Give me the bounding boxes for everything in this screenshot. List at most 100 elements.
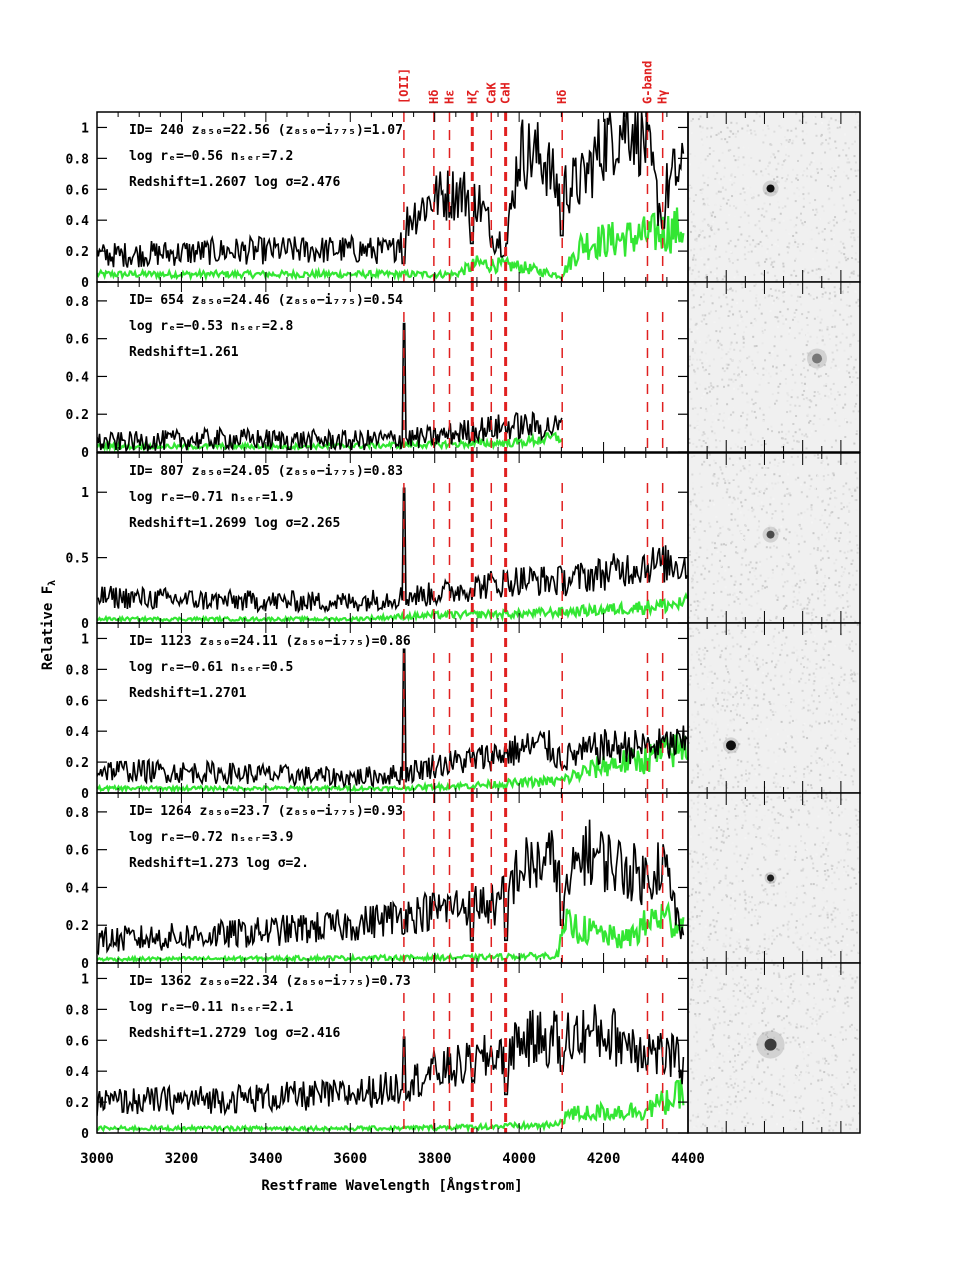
- line-label-5: CaH: [499, 82, 513, 104]
- galaxy-image-stamp: [688, 112, 860, 282]
- line-label-6: Hδ: [555, 90, 569, 104]
- galaxy-image-stamp: [688, 623, 860, 793]
- y-tick-label: 0.6: [66, 694, 90, 709]
- panel-annotation: Redshift=1.2701: [129, 686, 247, 701]
- x-tick-label: 3000: [80, 1151, 114, 1167]
- y-tick-label: 1: [81, 121, 89, 136]
- y-tick-label: 0.4: [66, 1065, 90, 1080]
- panel-annotation: Redshift=1.2699 log σ=2.265: [129, 516, 340, 531]
- panel-annotation: ID= 1264 z₈₅₀=23.7 (z₈₅₀−i₇₇₅)=0.93: [129, 804, 403, 819]
- panel-annotation: log rₑ=−0.61 nₛₑᵣ=0.5: [129, 660, 293, 675]
- y-tick-label: 0.8: [66, 806, 90, 821]
- y-axis-label-main: Relative F: [40, 586, 56, 670]
- panel-annotation: Redshift=1.273 log σ=2.: [129, 856, 309, 871]
- y-tick-label: 1: [81, 486, 89, 501]
- object-spectrum: [97, 819, 685, 956]
- y-tick-label: 0.4: [66, 370, 90, 385]
- line-label-4: CaK: [484, 82, 498, 104]
- panel-annotation: Redshift=1.261: [129, 345, 239, 360]
- x-tick-label: 3800: [418, 1151, 452, 1167]
- spectrum-panel-3: 0 0.5 1 ID= 807 z₈₅₀=24.05 (z₈₅₀−i₇₇₅)=0.83…: [66, 452, 861, 632]
- galaxy: [812, 353, 822, 364]
- noise-spectrum: [97, 207, 685, 282]
- y-tick-label: 0.2: [66, 756, 89, 771]
- y-tick-label: 0: [81, 787, 89, 802]
- noise-spectrum: [97, 733, 688, 793]
- x-tick-label: 4000: [502, 1151, 536, 1167]
- galaxy: [767, 874, 775, 882]
- object-spectrum: [97, 112, 685, 268]
- noise-spectrum: [97, 1079, 685, 1133]
- y-tick-label: 0.2: [66, 408, 89, 423]
- panel-annotation: log rₑ=−0.53 nₛₑᵣ=2.8: [129, 319, 294, 334]
- panel-annotation: ID= 807 z₈₅₀=24.05 (z₈₅₀−i₇₇₅)=0.83: [129, 464, 403, 479]
- line-label-3: Hζ: [465, 90, 479, 104]
- y-tick-label: 0.4: [66, 881, 90, 896]
- y-tick-label: 1: [81, 972, 89, 987]
- noise-spectrum: [97, 431, 563, 452]
- y-tick-label: 0: [81, 957, 89, 972]
- x-tick-label: 3600: [333, 1151, 367, 1167]
- y-tick-label: 0: [81, 617, 89, 632]
- spectrum-panel-2: 0 0.2 0.4 0.6 0.8 ID= 654 z₈₅₀=24.46 (z₈₅₀−i₇…: [66, 281, 861, 461]
- x-tick-label: 4200: [587, 1151, 621, 1167]
- y-tick-label: 0.6: [66, 1034, 90, 1049]
- x-axis: 3000 3200 3400 3600 3800 4000 4200 4400: [80, 1151, 705, 1167]
- line-label-1: Hδ: [427, 90, 441, 104]
- y-tick-label: 0.4: [66, 725, 90, 740]
- galaxy: [766, 530, 775, 539]
- panel-annotation: log rₑ=−0.71 nₛₑᵣ=1.9: [129, 490, 293, 505]
- panel-annotation: log rₑ=−0.11 nₛₑᵣ=2.1: [129, 1000, 294, 1015]
- y-tick-label: 1: [81, 632, 89, 647]
- y-axis-label-sub: λ: [47, 580, 58, 586]
- y-tick-label: 0.6: [66, 333, 90, 348]
- noise-spectrum: [97, 591, 688, 623]
- panel-annotation: ID= 240 z₈₅₀=22.56 (z₈₅₀−i₇₇₅)=1.07: [129, 123, 403, 138]
- x-axis-label: Restframe Wavelength [Ångstrom]: [261, 1177, 522, 1194]
- galaxy: [764, 1038, 777, 1051]
- y-tick-label: 0.2: [66, 1096, 89, 1111]
- y-tick-label: 0.2: [66, 245, 89, 260]
- y-tick-label: 0.4: [66, 214, 90, 229]
- y-tick-label: 0: [81, 446, 89, 461]
- spectrum-panels: 0 0.2 0.4 0.6 0.8 1 ID= 240 z₈₅₀=22.56 (z₈₅₀−i…: [66, 111, 861, 1142]
- panel-annotation: Redshift=1.2607 log σ=2.476: [129, 175, 340, 190]
- spectral-line-labels: [OII] Hδ Hε Hζ CaK CaH Hδ G-band Hγ: [397, 61, 670, 104]
- y-tick-label: 0.6: [66, 183, 90, 198]
- y-tick-label: 0.8: [66, 295, 90, 310]
- y-tick-label: 0.8: [66, 152, 90, 167]
- line-label-0: [OII]: [397, 68, 411, 104]
- panel-annotation: ID= 1123 z₈₅₀=24.11 (z₈₅₀−i₇₇₅)=0.86: [129, 634, 411, 649]
- spectrum-panel-5: 0 0.2 0.4 0.6 0.8 ID= 1264 z₈₅₀=23.7 (z₈₅₀−i₇…: [66, 792, 861, 972]
- spectrum-panel-1: 0 0.2 0.4 0.6 0.8 1 ID= 240 z₈₅₀=22.56 (z₈₅₀−i…: [66, 111, 861, 291]
- y-tick-label: 0: [81, 276, 89, 291]
- y-axis-label: Relative Fλ: [40, 580, 58, 670]
- x-tick-label: 4400: [671, 1151, 705, 1167]
- y-tick-label: 0.8: [66, 663, 90, 678]
- galaxy: [766, 184, 775, 193]
- y-tick-label: 0.5: [66, 552, 89, 567]
- panel-annotation: Redshift=1.2729 log σ=2.416: [129, 1026, 340, 1041]
- y-tick-label: 0: [81, 1127, 89, 1142]
- spectrum-panel-6: 0 0.2 0.4 0.6 0.8 1 ID= 1362 z₈₅₀=22.34 (z₈₅₀−…: [66, 962, 861, 1142]
- y-tick-label: 0.2: [66, 919, 89, 934]
- panel-annotation: log rₑ=−0.56 nₛₑᵣ=7.2: [129, 149, 293, 164]
- y-tick-label: 0.6: [66, 844, 90, 859]
- x-tick-label: 3200: [165, 1151, 199, 1167]
- y-tick-label: 0.8: [66, 1003, 90, 1018]
- galaxy-image-stamp: [688, 453, 860, 623]
- x-tick-label: 3400: [249, 1151, 283, 1167]
- panel-annotation: ID= 654 z₈₅₀=24.46 (z₈₅₀−i₇₇₅)=0.54: [129, 293, 403, 308]
- object-spectrum: [97, 487, 688, 614]
- galaxy: [726, 740, 736, 751]
- panel-annotation: log rₑ=−0.72 nₛₑᵣ=3.9: [129, 830, 293, 845]
- object-spectrum: [97, 1004, 685, 1117]
- noise-spectrum: [97, 900, 685, 963]
- object-spectrum: [97, 648, 688, 789]
- panel-annotation: ID= 1362 z₈₅₀=22.34 (z₈₅₀−i₇₇₅)=0.73: [129, 974, 411, 989]
- spectrum-panel-4: 0 0.2 0.4 0.6 0.8 1 ID= 1123 z₈₅₀=24.11 (z₈₅₀−…: [66, 622, 861, 802]
- line-label-8: Hγ: [656, 90, 670, 104]
- line-label-2: Hε: [442, 90, 456, 104]
- object-spectrum: [97, 322, 563, 452]
